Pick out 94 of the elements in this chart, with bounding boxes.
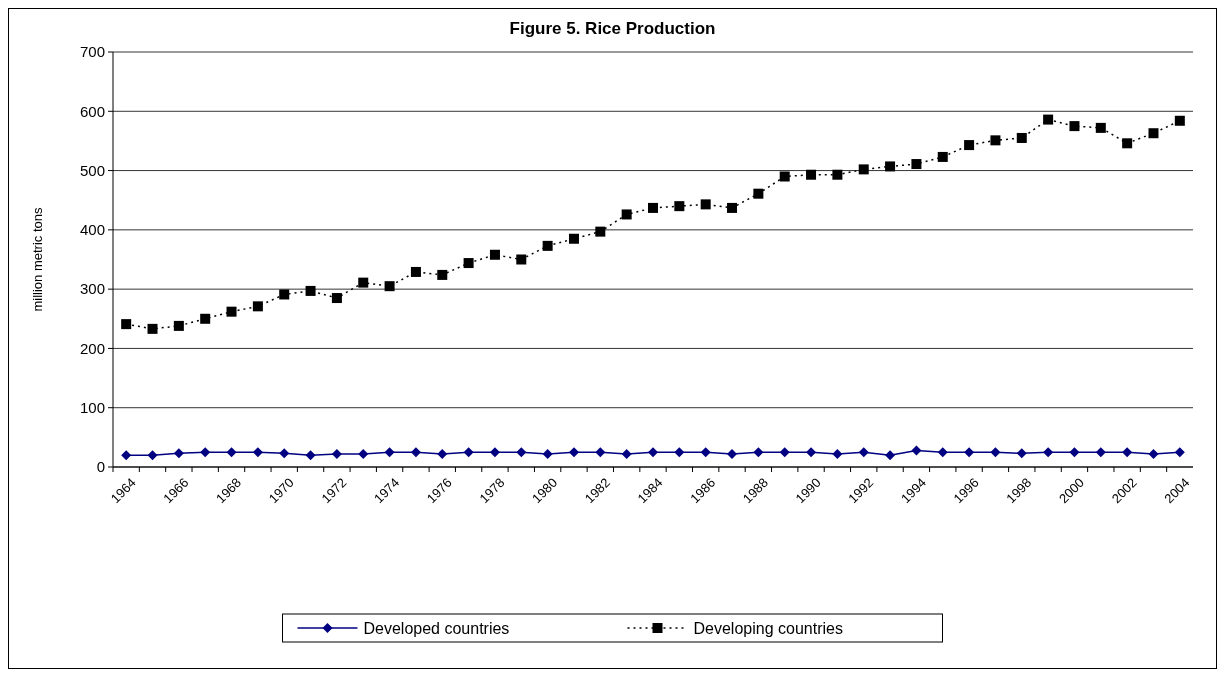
- point: [1016, 132, 1027, 143]
- point: [990, 135, 1001, 146]
- point: [1016, 448, 1027, 459]
- point: [911, 445, 922, 456]
- point: [990, 447, 1001, 458]
- point: [911, 159, 922, 170]
- y-tick-label: 600: [79, 102, 105, 120]
- point: [410, 266, 421, 277]
- point: [279, 448, 290, 459]
- point: [648, 447, 658, 458]
- point: [753, 188, 764, 199]
- point: [147, 450, 158, 461]
- y-tick-label: 500: [79, 161, 105, 179]
- chart-title: Figure 5. Rice Production: [509, 19, 716, 38]
- point: [516, 447, 527, 458]
- y-tick-label: 100: [79, 398, 105, 416]
- point: [779, 171, 790, 182]
- point: [727, 202, 738, 213]
- point: [173, 448, 184, 459]
- point: [700, 199, 711, 210]
- point: [779, 447, 790, 458]
- point: [1095, 122, 1106, 133]
- point: [437, 269, 448, 280]
- point: [885, 450, 896, 461]
- point: [437, 448, 448, 459]
- point: [727, 448, 738, 459]
- point: [832, 169, 843, 180]
- point: [305, 450, 316, 461]
- point: [1174, 115, 1185, 126]
- point: [832, 448, 843, 459]
- point: [648, 202, 658, 213]
- point: [489, 249, 500, 260]
- point: [542, 448, 553, 459]
- point: [147, 323, 158, 334]
- point: [200, 447, 211, 458]
- point: [1148, 448, 1159, 459]
- point: [226, 447, 237, 458]
- point: [937, 151, 948, 162]
- point: [463, 447, 474, 458]
- y-tick-label: 0: [96, 458, 105, 476]
- point: [410, 447, 421, 458]
- point: [674, 447, 685, 458]
- point: [384, 281, 395, 292]
- y-tick-label: 700: [79, 43, 105, 61]
- point: [252, 301, 263, 312]
- point: [1043, 114, 1054, 125]
- point: [858, 447, 869, 458]
- point: [595, 447, 606, 458]
- point: [806, 169, 817, 180]
- point: [595, 226, 606, 237]
- point: [753, 447, 764, 458]
- legend-label: Developing countries: [693, 619, 843, 637]
- point: [331, 293, 342, 304]
- point: [331, 448, 342, 459]
- point: [885, 161, 896, 172]
- point: [489, 447, 500, 458]
- point: [252, 447, 263, 458]
- point: [964, 447, 975, 458]
- point: [516, 254, 527, 265]
- y-tick-label: 200: [79, 339, 105, 357]
- point: [1069, 447, 1080, 458]
- point: [1122, 447, 1133, 458]
- point: [358, 448, 369, 459]
- point: [621, 448, 632, 459]
- point: [463, 258, 474, 269]
- point: [173, 320, 184, 331]
- point: [1148, 128, 1159, 139]
- point: [568, 233, 579, 244]
- point: [858, 164, 869, 175]
- point: [1174, 447, 1185, 458]
- point: [1122, 138, 1133, 149]
- point: [964, 140, 975, 151]
- point: [226, 306, 237, 317]
- point: [1069, 121, 1080, 132]
- point: [937, 447, 948, 458]
- point: [384, 447, 395, 458]
- point: [1043, 447, 1054, 458]
- point: [806, 447, 817, 458]
- point: [305, 285, 316, 296]
- point: [121, 450, 132, 461]
- point: [542, 240, 553, 251]
- point: [358, 277, 369, 288]
- point: [568, 447, 579, 458]
- point: [621, 209, 632, 220]
- point: [1095, 447, 1106, 458]
- y-tick-label: 300: [79, 280, 105, 298]
- point: [279, 289, 290, 300]
- y-axis-title: million metric tons: [30, 206, 45, 312]
- y-tick-label: 400: [79, 221, 105, 239]
- point: [200, 313, 211, 324]
- point: [674, 201, 685, 212]
- legend-label: Developed countries: [363, 619, 510, 637]
- point: [700, 447, 711, 458]
- point: [121, 319, 132, 330]
